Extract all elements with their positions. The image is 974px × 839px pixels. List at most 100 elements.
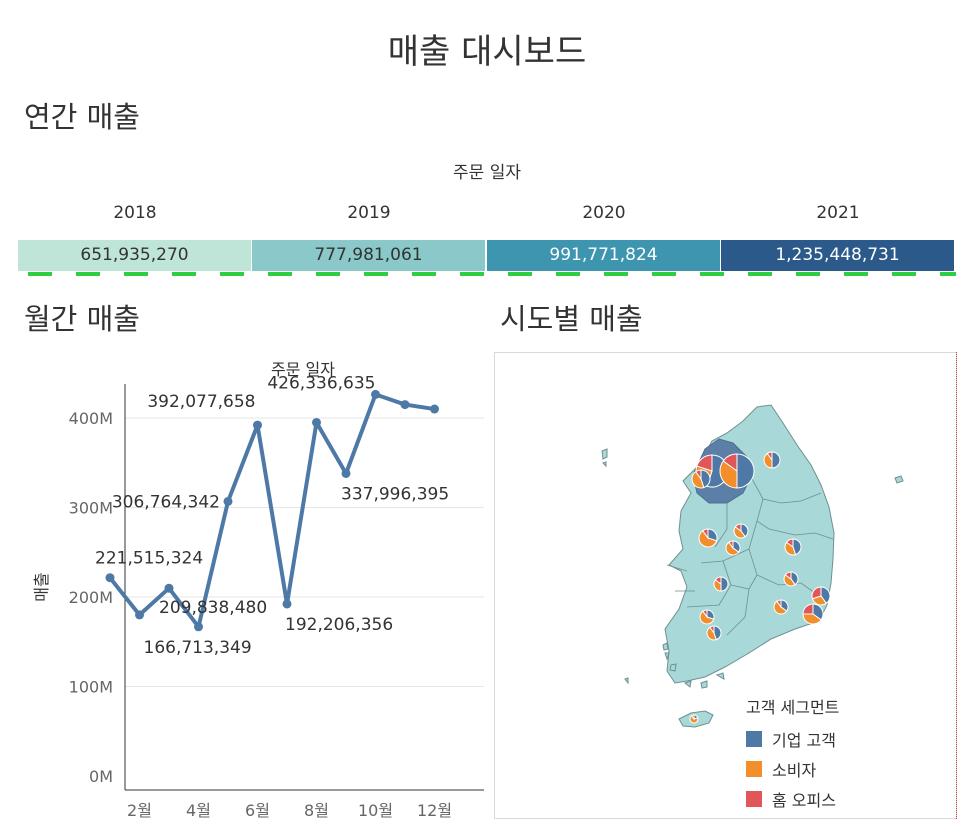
annual-order-date-header: 주문 일자 — [453, 163, 521, 183]
region-pie-marker[interactable] — [802, 603, 824, 625]
pie-slice — [690, 714, 695, 721]
pie-slice — [820, 586, 831, 604]
region-pie-marker[interactable] — [691, 469, 711, 489]
pie-slice — [734, 523, 742, 532]
legend-swatch — [746, 731, 762, 747]
region-pie-marker[interactable] — [719, 453, 755, 489]
data-point[interactable] — [430, 404, 439, 414]
pie-slice — [766, 451, 773, 462]
year-column[interactable]: 2018 651,935,270 — [18, 200, 252, 272]
year-label: 2020 — [582, 203, 626, 223]
data-point[interactable] — [312, 417, 321, 427]
region-pie-marker[interactable] — [811, 586, 831, 606]
legend-item[interactable]: 홈 오피스 — [746, 784, 839, 814]
dashboard-title: 매출 대시보드 — [387, 32, 587, 72]
chart-title: 주문 일자 — [271, 360, 335, 379]
data-point[interactable] — [223, 496, 233, 506]
map-islands-southwest[interactable] — [624, 642, 725, 689]
pie-slice — [691, 471, 705, 489]
data-point[interactable] — [400, 400, 410, 410]
annual-sales-table: 2018 651,935,270 2019 777,981,061 2020 9… — [18, 200, 956, 272]
map-region-borders — [666, 476, 834, 636]
pie-slice — [719, 460, 738, 489]
pie-slice — [695, 469, 702, 481]
data-point[interactable] — [341, 468, 351, 478]
data-label: 166,713,349 — [144, 638, 252, 658]
region-pie-marker[interactable] — [773, 599, 789, 615]
pie-slice — [736, 453, 755, 489]
pie-slice — [811, 586, 822, 600]
year-label: 2019 — [347, 203, 391, 223]
x-tick-label: 2월 — [127, 801, 152, 820]
region-pie-marker[interactable] — [713, 576, 729, 592]
x-tick-label: 10월 — [358, 801, 393, 820]
region-pie-marker[interactable] — [784, 538, 802, 556]
region-pie-marker[interactable] — [763, 451, 781, 469]
year-column[interactable]: 2019 777,981,061 — [252, 200, 486, 272]
x-tick-label: 12월 — [417, 801, 452, 820]
year-sales-cell[interactable]: 991,771,824 — [487, 240, 721, 271]
region-pie-marker[interactable] — [698, 528, 718, 548]
year-sales-cell[interactable]: 777,981,061 — [252, 240, 486, 271]
pie-slice — [696, 454, 713, 472]
korea-map[interactable] — [495, 353, 958, 820]
data-point[interactable] — [253, 420, 262, 430]
pie-slice — [702, 609, 708, 619]
legend-item[interactable]: 기업 고객 — [746, 724, 839, 754]
region-pie-marker[interactable] — [733, 523, 749, 539]
map-island-ulleung[interactable] — [894, 475, 904, 484]
x-tick-label: 4월 — [186, 801, 211, 820]
y-tick-label: 100M — [69, 678, 113, 697]
data-point[interactable] — [105, 573, 115, 583]
data-point[interactable] — [371, 389, 380, 399]
region-pie-marker[interactable] — [706, 625, 722, 641]
pie-slice — [725, 541, 740, 556]
data-point[interactable] — [194, 622, 203, 632]
data-point[interactable] — [164, 583, 174, 593]
region-pie-marker[interactable] — [699, 609, 715, 625]
x-tick-label: 6월 — [245, 801, 270, 820]
chart-points — [105, 389, 439, 632]
region-sales-title: 시도별 매출 — [500, 302, 643, 336]
legend-item[interactable]: 소비자 — [746, 754, 839, 784]
map-island-west[interactable] — [601, 448, 608, 468]
x-tick-label: 8월 — [304, 801, 329, 820]
pie-slice — [802, 603, 814, 615]
monthly-sales-title: 월간 매출 — [24, 302, 140, 336]
pie-slice — [709, 625, 715, 635]
pie-slice — [699, 610, 715, 625]
data-label: 209,838,480 — [159, 598, 267, 618]
chart-ticks: 0M 100M 200M 300M 400M 2월 4월 6월 8월 10월 12월 — [69, 409, 452, 820]
year-column[interactable]: 2021 1,235,448,731 — [721, 200, 955, 272]
pie-slice — [720, 576, 729, 592]
pie-slice — [728, 540, 734, 550]
region-pie-marker[interactable] — [689, 714, 699, 724]
sales-series-line[interactable] — [108, 392, 435, 629]
panel-edge-marker — [956, 352, 957, 819]
region-map-panel[interactable] — [494, 352, 957, 819]
map-land-mainland[interactable] — [664, 404, 835, 684]
data-label: 392,077,658 — [147, 392, 255, 412]
data-label: 426,336,635 — [267, 373, 375, 393]
annual-sales-title: 연간 매출 — [24, 100, 140, 134]
monthly-sales-line-chart[interactable]: 주문 일자 매출 0M 100M 200M 300M 400M 2월 4월 6월 8월 10월 12… — [0, 350, 490, 825]
data-point[interactable] — [282, 599, 292, 609]
region-pie-marker[interactable] — [783, 571, 799, 587]
year-column[interactable]: 2020 991,771,824 — [487, 200, 721, 272]
pie-slice — [784, 571, 792, 580]
data-point[interactable] — [135, 610, 144, 620]
data-label: 306,764,342 — [112, 492, 220, 512]
year-sales-cell[interactable]: 651,935,270 — [18, 240, 252, 271]
year-sales-cell[interactable]: 1,235,448,731 — [721, 240, 955, 271]
segment-legend: 고객 세그먼트 기업 고객 소비자 홈 오피스 — [746, 694, 839, 814]
pie-slice — [722, 453, 738, 472]
data-label: 221,515,324 — [95, 549, 203, 569]
legend-swatch — [746, 761, 762, 777]
y-tick-label: 200M — [69, 588, 113, 607]
region-sales-pies[interactable] — [689, 451, 831, 724]
pie-slice — [714, 576, 722, 585]
selection-indicator-strip — [18, 272, 956, 276]
pie-slice — [776, 599, 782, 609]
region-pie-marker[interactable] — [725, 540, 741, 556]
legend-label: 소비자 — [772, 761, 817, 780]
